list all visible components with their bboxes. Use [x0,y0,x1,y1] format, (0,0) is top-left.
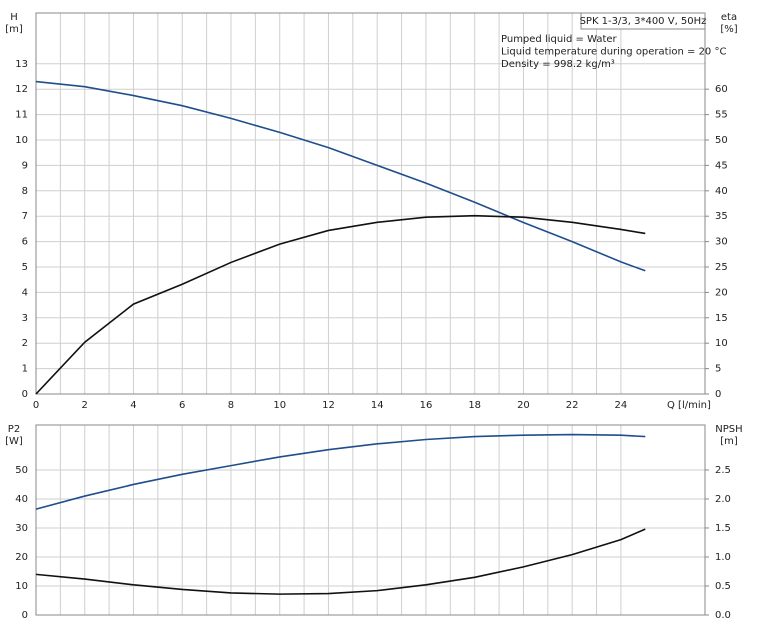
x-tick-label: 14 [371,400,384,411]
y-axis-unit: [m] [5,24,23,35]
y2-tick-label: 0.5 [715,581,731,592]
y2-tick-label: 30 [715,237,728,248]
y2-tick-label: 55 [715,110,728,121]
y-axis-label: H [10,12,18,23]
x-tick-label: 2 [82,400,88,411]
y-axis-label: P2 [8,424,20,435]
y-tick-label: 0 [22,610,28,621]
y2-tick-label: 1.0 [715,552,731,563]
y2-axis-label: NPSH [715,424,742,435]
y2-tick-label: 5 [715,364,721,375]
y2-tick-label: 60 [715,84,728,95]
y2-tick-label: 2.0 [715,494,731,505]
x-tick-label: 0 [33,400,39,411]
y2-tick-label: 50 [715,135,728,146]
y2-axis-unit: [m] [720,436,738,447]
y-tick-label: 50 [15,465,28,476]
x-tick-label: 6 [179,400,185,411]
x-axis-label: Q [l/min] [667,400,711,411]
y2-tick-label: 15 [715,313,728,324]
y2-axis-unit: [%] [720,24,737,35]
x-tick-label: 16 [420,400,433,411]
y2-tick-label: 45 [715,160,728,171]
y2-tick-label: 2.5 [715,465,731,476]
y-tick-label: 4 [22,287,28,298]
y2-tick-label: 35 [715,211,728,222]
curve [35,80,646,272]
annotation: Pumped liquid = Water [501,34,618,45]
y-tick-label: 3 [22,313,28,324]
annotation: Density = 998.2 kg/m³ [501,59,615,70]
y-tick-label: 10 [15,135,28,146]
y-tick-label: 40 [15,494,28,505]
x-tick-label: 22 [566,400,579,411]
x-tick-label: 18 [468,400,481,411]
plot-frame [35,424,706,616]
x-tick-label: 12 [322,400,335,411]
y-tick-label: 7 [22,211,28,222]
y-tick-label: 20 [15,552,28,563]
curve [35,214,646,395]
y2-tick-label: 0.0 [715,610,731,621]
plot-frame [35,12,706,395]
info-box [580,12,706,30]
x-tick-label: 20 [517,400,530,411]
y2-tick-label: 1.5 [715,523,731,534]
y-tick-label: 0 [22,389,28,400]
x-tick-label: 4 [130,400,136,411]
info-box-text: SPK 1-3/3, 3*400 V, 50Hz [580,16,707,27]
y-tick-label: 12 [15,84,28,95]
curve [35,433,646,510]
y2-tick-label: 20 [715,287,728,298]
curve [35,528,646,595]
y-tick-label: 9 [22,160,28,171]
y-tick-label: 5 [22,262,28,273]
y2-tick-label: 40 [715,186,728,197]
y-tick-label: 11 [15,110,28,121]
y-tick-label: 6 [22,237,28,248]
y-tick-label: 10 [15,581,28,592]
y-tick-label: 30 [15,523,28,534]
annotation: Liquid temperature during operation = 20… [501,47,726,58]
x-tick-label: 10 [273,400,286,411]
y-tick-label: 13 [15,59,28,70]
y2-tick-label: 0 [715,389,721,400]
y-tick-label: 2 [22,338,28,349]
y2-tick-label: 25 [715,262,728,273]
y-tick-label: 1 [22,364,28,375]
y2-axis-label: eta [721,12,737,23]
y-axis-unit: [W] [5,436,23,447]
x-tick-label: 24 [615,400,628,411]
x-tick-label: 8 [228,400,234,411]
y-tick-label: 8 [22,186,28,197]
y2-tick-label: 10 [715,338,728,349]
